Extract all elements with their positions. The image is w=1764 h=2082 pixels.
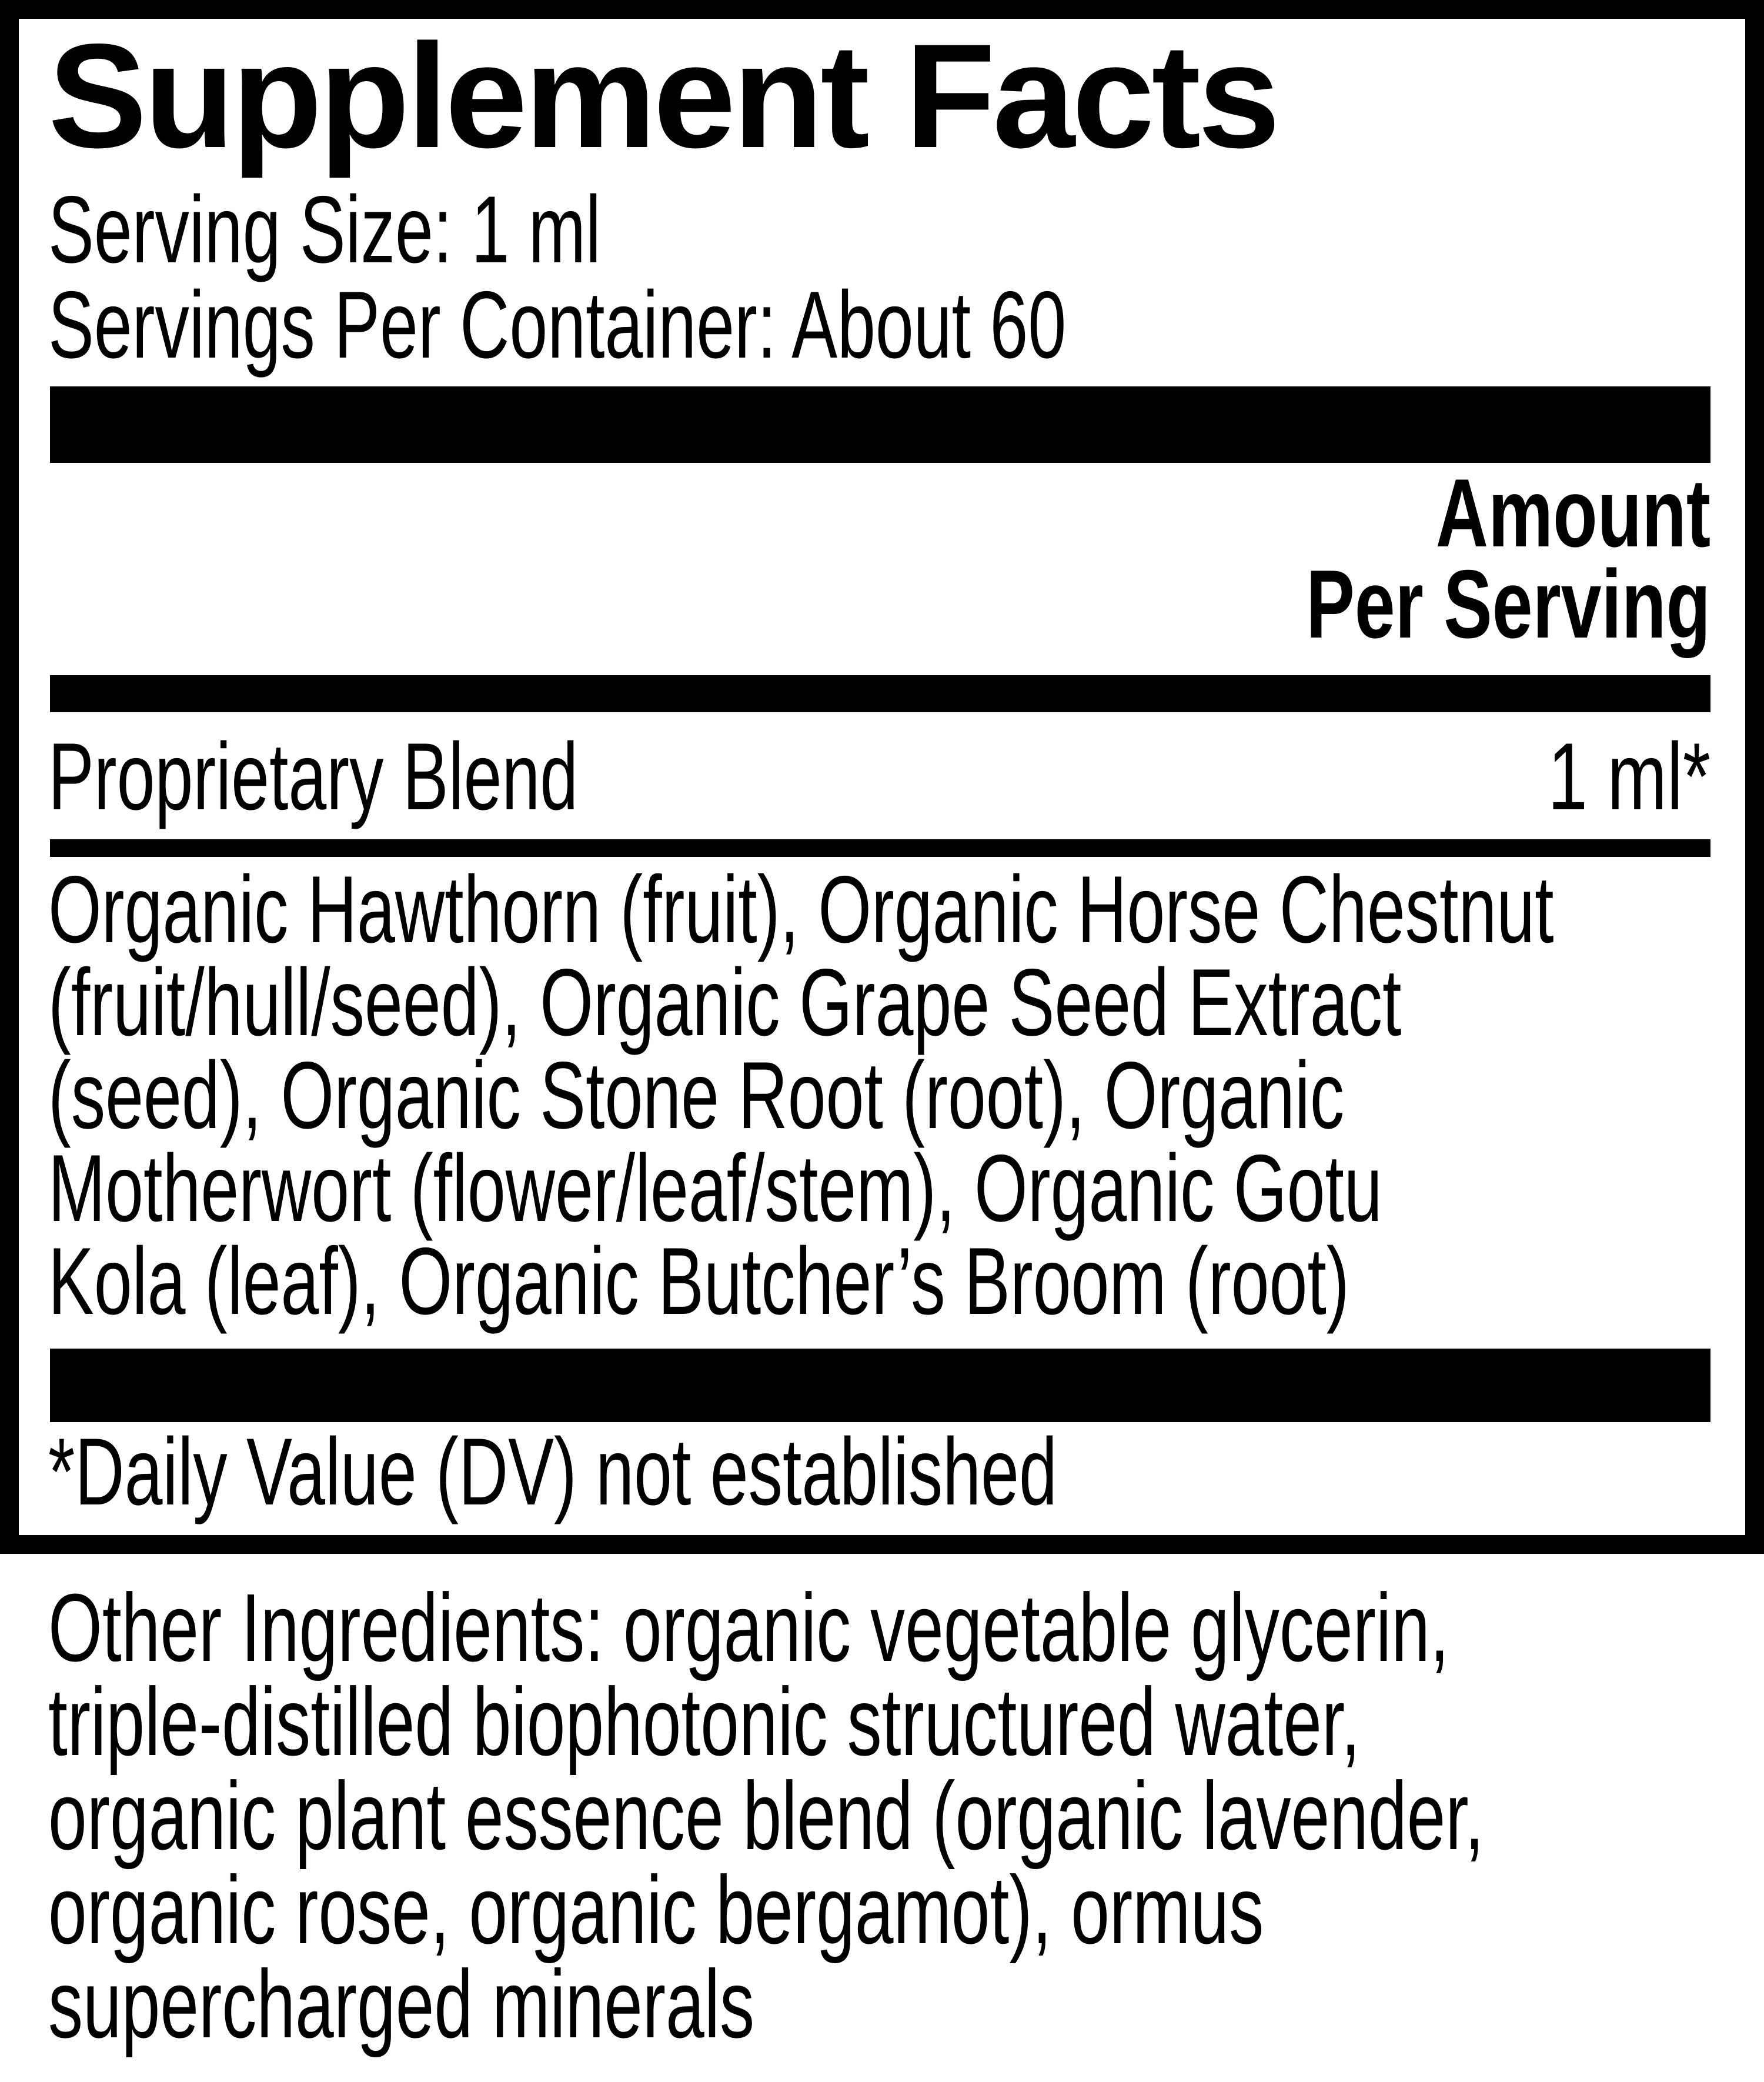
ingredients-line: Organic Hawthorn (fruit), Organic Horse … <box>48 856 1554 963</box>
serving-size-line: Serving Size: 1 ml <box>48 176 601 283</box>
amount-header-line2: Per Serving <box>1306 550 1710 658</box>
other-ingredients-line: triple-distilled biophotonic structured … <box>48 1668 1361 1776</box>
proprietary-blend-amount: 1 ml* <box>1548 723 1710 830</box>
row-rule-bar <box>50 839 1710 857</box>
ingredients-line: Motherwort (flower/leaf/stem), Organic G… <box>48 1135 1382 1242</box>
header-rule-bar <box>50 675 1710 712</box>
amount-header-line1: Amount <box>1435 459 1710 567</box>
amount-per-serving-header: Amount Per Serving <box>1306 459 1710 658</box>
ingredients-line: Kola (leaf), Organic Butcher’s Broom (ro… <box>48 1228 1349 1334</box>
serving-info: Serving Size: 1 ml Servings Per Containe… <box>48 182 1066 373</box>
ingredients-line: (seed), Organic Stone Root (root), Organ… <box>48 1042 1345 1149</box>
panel-border <box>0 0 1764 1554</box>
blend-ingredients: Organic Hawthorn (fruit), Organic Horse … <box>48 856 1554 1334</box>
other-ingredients-line: organic rose, organic bergamot), ormus <box>48 1856 1264 1964</box>
other-ingredients-line: organic plant essence blend (organic lav… <box>48 1762 1484 1870</box>
proprietary-blend-name: Proprietary Blend <box>48 723 579 830</box>
other-ingredients-line: supercharged minerals <box>48 1950 755 2058</box>
header-bar-thick <box>50 386 1710 463</box>
servings-per-container-line: Servings Per Container: About 60 <box>48 272 1067 378</box>
other-ingredients: Other Ingredients: organic vegetable gly… <box>48 1574 1484 2058</box>
daily-value-footnote: *Daily Value (DV) not established <box>48 1419 1057 1525</box>
ingredients-line: (fruit/hull/seed), Organic Grape Seed Ex… <box>48 949 1402 1056</box>
other-ingredients-line: Other Ingredients: organic vegetable gly… <box>48 1574 1449 1681</box>
footnote-bar-thick <box>50 1349 1710 1422</box>
panel-title: Supplement Facts <box>48 14 1280 179</box>
